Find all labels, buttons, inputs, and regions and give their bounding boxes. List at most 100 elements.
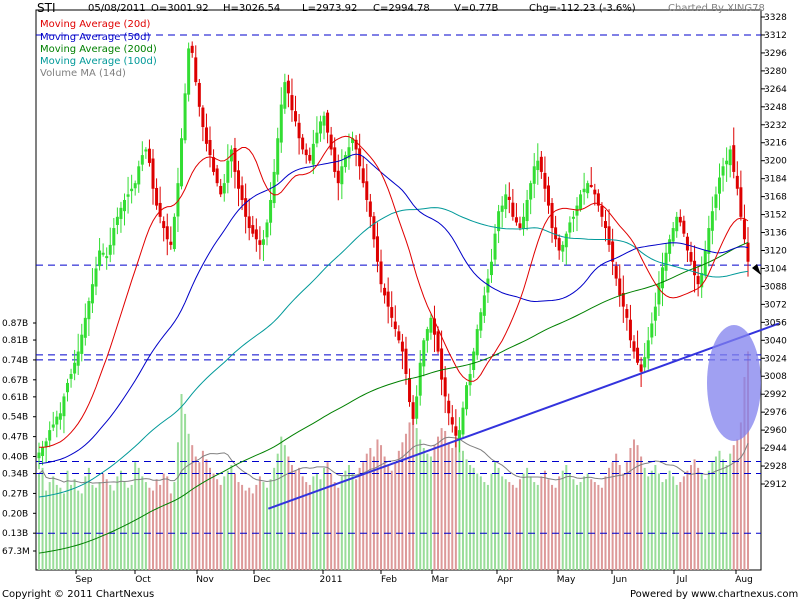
month-axis: Sep Oct Nov Dec 2011 Feb Mar Apr May Jun Jul Aug <box>75 570 753 585</box>
volume-bar <box>251 493 254 570</box>
candle-body <box>279 104 283 143</box>
volume-bar <box>643 467 646 570</box>
candle-body <box>112 228 116 246</box>
volume-bar <box>230 465 233 570</box>
candle-body <box>628 319 632 341</box>
candle-body <box>347 147 351 159</box>
candle-body <box>443 377 447 397</box>
volume-bar <box>41 467 44 570</box>
candle-body <box>204 127 208 144</box>
volume-bar <box>565 465 568 570</box>
horizontal-lines <box>36 34 761 534</box>
volume-tick-label: 0.13B <box>2 529 28 539</box>
candle-body <box>365 181 369 200</box>
price-tick-label: 3184 <box>764 175 787 185</box>
candle-body <box>514 217 518 223</box>
price-tick-label: 3312 <box>764 31 787 41</box>
candle-body <box>304 149 308 156</box>
volume-bar <box>219 484 222 570</box>
candle-body <box>411 402 415 419</box>
candle-body <box>44 441 48 447</box>
candle-body <box>675 216 679 232</box>
candle-body <box>55 416 59 425</box>
candle-body <box>621 292 625 307</box>
candle-body <box>532 166 536 184</box>
candle-body <box>422 340 426 367</box>
price-tick-label: 3296 <box>764 49 787 59</box>
volume-bar <box>618 465 621 570</box>
volume-bar <box>697 467 700 570</box>
volume-bar <box>55 484 58 570</box>
candle-body <box>372 216 376 240</box>
candle-body <box>703 250 707 276</box>
candle-body <box>643 357 647 368</box>
volume-bar <box>422 447 425 570</box>
volume-bar <box>486 484 489 570</box>
volume-bar <box>704 479 707 570</box>
candle-body <box>525 199 529 222</box>
month-label: Aug <box>735 575 753 585</box>
volume-bar <box>729 453 732 570</box>
candle-body <box>286 80 290 94</box>
candle-body <box>568 222 572 233</box>
volume-bar <box>148 487 151 570</box>
volume-bar <box>518 479 521 570</box>
volume-bar <box>319 479 322 570</box>
candle-body <box>682 220 686 234</box>
volume-bar <box>237 482 240 570</box>
month-label: Mar <box>432 575 449 585</box>
volume-bar <box>116 476 119 570</box>
candle-body <box>261 239 265 245</box>
candle-body <box>685 236 689 251</box>
volume-bar <box>415 428 418 570</box>
candle-body <box>660 267 664 289</box>
candle-body <box>489 261 493 276</box>
volume-bar <box>661 482 664 570</box>
volume-bar <box>294 470 297 570</box>
candle-body <box>240 185 244 200</box>
volume-bar <box>722 459 725 570</box>
candle-body <box>582 188 586 193</box>
volume-bar <box>632 439 635 570</box>
candle-body <box>119 207 123 219</box>
candle-body <box>465 385 469 410</box>
volume-bar <box>387 465 390 570</box>
volume-bar <box>255 484 258 570</box>
volume-bar <box>629 447 632 570</box>
volume-bar <box>358 467 361 570</box>
candle-body <box>123 199 127 212</box>
volume-bar <box>579 482 582 570</box>
volume-bar <box>714 456 717 570</box>
candle-body <box>554 227 558 240</box>
candle-body <box>511 202 515 217</box>
volume-bar <box>73 479 76 570</box>
volume-bar <box>326 462 329 570</box>
volume-bar <box>269 479 272 570</box>
candle-body <box>69 373 73 379</box>
volume-bar <box>419 439 422 570</box>
volume-bar <box>404 433 407 570</box>
candle-body <box>322 115 326 126</box>
volume-bar <box>447 442 450 570</box>
candle-body <box>115 216 119 226</box>
month-label: Sep <box>76 575 93 585</box>
candle-body <box>653 306 657 321</box>
candle-body <box>126 194 130 197</box>
candle-body <box>596 193 600 206</box>
volume-bar <box>736 439 739 570</box>
candle-body <box>482 295 486 316</box>
candle-body <box>564 233 568 248</box>
candle-body <box>94 268 98 287</box>
volume-bar <box>276 453 279 570</box>
volume-bar <box>176 442 179 570</box>
price-tick-label: 2976 <box>764 408 787 418</box>
volume-bar <box>380 445 383 570</box>
volume-bar <box>540 476 543 570</box>
volume-bar <box>390 470 393 570</box>
price-tick-label: 3072 <box>764 300 787 310</box>
candle-body <box>383 287 387 296</box>
legend-ma200: Moving Average (200d) <box>40 44 157 55</box>
volume-bar <box>155 479 158 570</box>
volume-bar <box>258 476 261 570</box>
